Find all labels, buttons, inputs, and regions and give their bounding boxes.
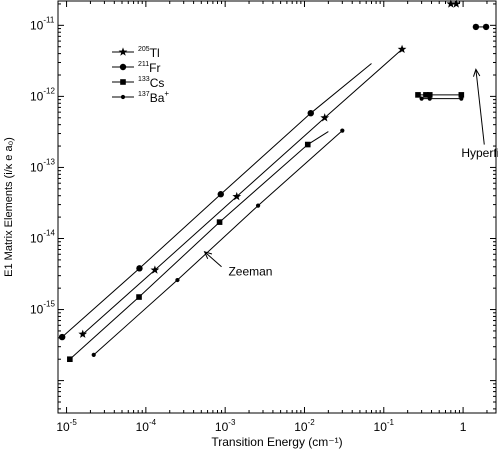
data-point-tl [150,265,160,274]
data-point-tl [78,329,88,338]
hyperfine-point-fr [472,23,480,31]
zeeman-line-tl [82,48,403,335]
legend-label-tl: 205Tl [138,46,160,60]
hyperfine-point-cs [423,92,429,98]
data-point-cs [216,219,223,225]
y-axis-label: E1 Matrix Elements (i/κ e a₀) [3,137,15,277]
x-tick-label: 10-1 [374,418,395,434]
data-point-fr [217,191,224,198]
data-point-tl [232,191,242,201]
x-tick-label: 10-4 [136,418,157,434]
x-tick-label: 10-2 [294,418,315,434]
hyperfine-annotation-label: Hyperfine [461,146,498,160]
zeeman-line-cs [69,131,329,360]
data-point-fr [58,333,66,341]
y-tick-label: 10-11 [30,15,55,32]
legend-marker-cs [120,79,126,85]
x-tick-label: 10-5 [56,418,77,434]
data-point-ba [175,277,180,283]
data-point-cs [304,141,311,148]
hyperfine-point-fr [482,23,490,31]
zeeman-line-ba [93,130,343,356]
zeeman-annotation-label: Zeeman [228,265,272,279]
y-tick-label: 10-12 [30,86,55,103]
legend-label-cs: 133Cs [138,76,164,90]
hyperfine-point-cs [415,92,421,98]
zeeman-line-fr [61,63,372,338]
zeeman-arrow-line [204,251,222,268]
x-tick-label: 10-3 [215,418,236,434]
hyperfine-arrow-head [473,68,481,77]
data-point-tl [320,113,330,122]
y-tick-label: 10-15 [30,300,55,317]
data-point-fr [136,265,143,272]
data-point-ba [340,128,345,133]
data-point-ba [91,352,96,358]
data-markers [58,0,490,363]
data-point-tl [397,44,407,54]
x-tick-label: 1 [460,420,467,434]
hyperfine-point-ba [459,96,464,101]
hyperfine-arrow-line [475,69,485,145]
series-lines [61,3,487,360]
hyperfine-point-cs [426,92,433,98]
hyperfine-point-cs [458,92,465,98]
annotations: Zeeman Hyperfine [203,68,498,279]
legend-marker-tl [118,47,128,56]
legend-marker-fr [119,63,127,71]
hyperfine-point-tl [446,0,456,8]
y-tick-label: 10-14 [30,228,55,245]
x-axis-label: Transition Energy (cm⁻¹) [211,435,342,449]
data-point-cs [136,294,142,300]
plot-frame [57,0,497,414]
data-point-fr [307,109,314,117]
legend-label-ba: 137Ba+ [138,89,169,105]
legend-marker-ba [120,94,126,100]
legend-label-fr: 211Fr [138,61,161,75]
hyperfine-point-ba [427,96,432,101]
zeeman-arrow-head [203,250,213,260]
hyperfine-point-ba [419,96,424,101]
y-tick-label: 10-13 [30,157,55,174]
axis-ticks: 10-5 10-4 10-3 10-2 10-1 110-1110-1210-1310-1… [30,1,496,434]
data-point-cs [67,356,73,363]
data-point-ba [255,203,261,208]
hyperfine-point-tl [451,0,461,8]
